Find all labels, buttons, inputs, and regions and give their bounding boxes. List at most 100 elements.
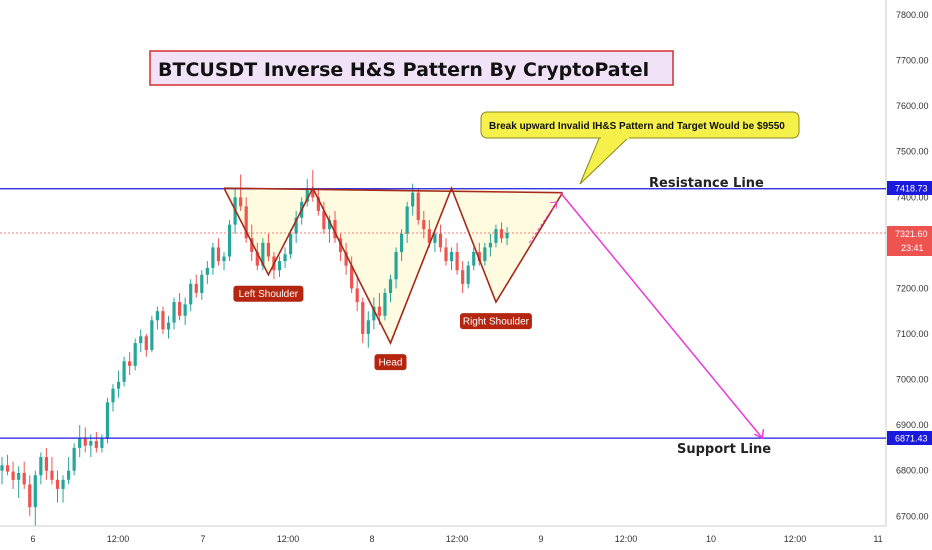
price-axis-panel[interactable] — [886, 0, 932, 550]
callout-bubble: Break upward Invalid IH&S Pattern and Ta… — [480, 111, 800, 185]
candle-body — [183, 304, 187, 316]
candle-body — [377, 306, 381, 316]
candle-body — [372, 306, 376, 321]
neckline — [223, 187, 563, 194]
candle-body — [466, 265, 470, 284]
pattern-label-text: Left Shoulder — [239, 289, 299, 300]
candle-body — [105, 402, 110, 439]
price-tick-label: 6800.00 — [896, 466, 929, 476]
candle-body — [166, 322, 171, 330]
candle-body — [72, 447, 76, 471]
candle-body — [322, 210, 326, 230]
time-tick-label: 11 — [873, 534, 882, 544]
candle-body — [244, 206, 248, 239]
current-price-tag: 7321.60 23:41 — [887, 226, 932, 256]
price-tick-label: 7800.00 — [896, 10, 929, 20]
candle-body — [316, 197, 320, 211]
candle-body — [305, 188, 309, 202]
support-line-label: Support Line — [677, 442, 771, 457]
target-arrow-head — [754, 429, 765, 440]
candle-body — [200, 274, 204, 293]
time-tick-label: 12:00 — [107, 534, 130, 544]
target-arrow-line — [559, 192, 763, 439]
pattern-label-text: Right Shoulder — [463, 317, 530, 328]
pattern-label-bg — [233, 285, 304, 302]
candle-body — [44, 457, 48, 471]
candle-body — [472, 251, 476, 266]
candle-body — [194, 283, 198, 293]
breakout-arrow-head — [549, 201, 558, 209]
candle-body — [494, 229, 498, 243]
candle-body — [0, 465, 4, 471]
price-tick-label: 6900.00 — [896, 420, 929, 430]
candle-body — [139, 336, 143, 344]
candle-body — [116, 381, 121, 389]
price-tick-label: 7100.00 — [896, 329, 929, 339]
candle-body — [172, 302, 176, 323]
candle-body — [355, 288, 359, 303]
support-price-tag-text: 6871.43 — [895, 434, 928, 444]
candle-body — [411, 192, 415, 207]
candle-body — [427, 229, 431, 243]
candle-body — [505, 232, 509, 239]
time-tick-label: 7 — [200, 534, 205, 544]
candle-body — [488, 242, 492, 248]
candle-body — [205, 267, 209, 275]
price-tick-label: 7500.00 — [896, 147, 929, 157]
candle-body — [100, 438, 104, 448]
time-tick-label: 6 — [30, 534, 35, 544]
breakout-arrow-line — [528, 201, 558, 244]
candle-body — [289, 233, 293, 255]
candle-body — [449, 251, 454, 262]
candle-body — [433, 233, 437, 243]
candle-body — [499, 229, 504, 239]
candle-body — [55, 479, 60, 489]
price-tick-label: 7700.00 — [896, 56, 929, 66]
candle-body — [311, 188, 315, 198]
candle-body — [111, 388, 115, 403]
candle-body — [133, 343, 137, 366]
candle-body — [78, 438, 82, 448]
pattern-label-bg — [459, 313, 532, 330]
candle-body — [461, 270, 465, 284]
candle-body — [28, 484, 32, 508]
time-tick-label: 10 — [706, 534, 716, 544]
candle-body — [438, 233, 443, 248]
time-tick-label: 12:00 — [615, 534, 638, 544]
candle-body — [255, 251, 259, 266]
candle-body — [394, 251, 398, 280]
price-tick-label: 7400.00 — [896, 192, 929, 202]
candle-body — [178, 302, 182, 316]
candle-body — [39, 457, 43, 476]
candle-body — [283, 254, 287, 262]
price-tick-label: 6700.00 — [896, 511, 929, 521]
candle-body — [277, 261, 282, 271]
resistance-price-tag-text: 7418.73 — [895, 184, 928, 194]
candle-body — [150, 320, 154, 350]
time-axis-ticks: 6 12:00 7 12:00 8 12:00 9 12:00 10 12:00 11 — [30, 534, 882, 544]
candle-body — [5, 465, 10, 472]
price-tick-label: 7200.00 — [896, 283, 929, 293]
candle-body — [344, 251, 348, 266]
candlestick-series — [0, 169, 509, 526]
price-axis-ticks: 6700.00 6800.00 6900.00 7000.00 7100.00 7200.… — [896, 10, 929, 521]
pattern-labels: Left Shoulder Head Right Shoulder — [233, 285, 532, 371]
candle-body — [227, 224, 232, 257]
time-tick-label: 9 — [538, 534, 543, 544]
candle-body — [361, 302, 365, 334]
resistance-line-label: Resistance Line — [649, 176, 764, 191]
time-tick-label: 8 — [369, 534, 374, 544]
candle-body — [444, 247, 448, 262]
candle-body — [128, 361, 132, 366]
candle-body — [155, 311, 159, 321]
candle-body — [22, 472, 26, 485]
callout-text: Break upward Invalid IH&S Pattern and Ta… — [489, 121, 785, 132]
candle-body — [216, 247, 221, 262]
candle-body — [261, 242, 265, 266]
price-tick-label: 7600.00 — [896, 101, 929, 111]
chart-title-box: BTCUSDT Inverse H&S Pattern By CryptoPat… — [149, 50, 674, 86]
pattern-fill-region — [312, 188, 452, 344]
candle-body — [366, 320, 370, 334]
candle-body — [144, 336, 148, 350]
